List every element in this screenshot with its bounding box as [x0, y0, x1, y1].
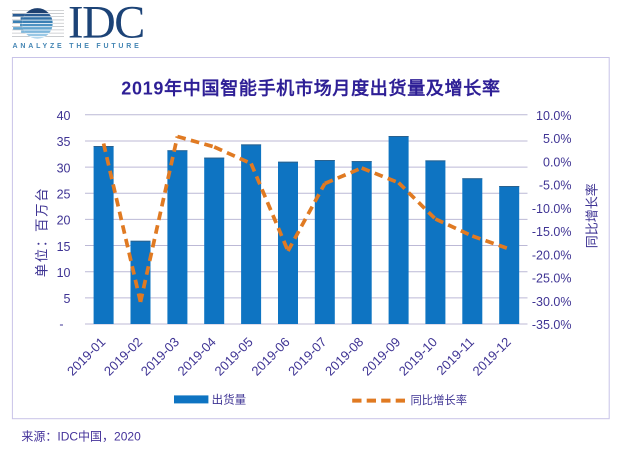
svg-text:-10.0%: -10.0% [532, 202, 572, 216]
svg-text:0.0%: 0.0% [543, 156, 572, 170]
svg-text:-25.0%: -25.0% [532, 272, 572, 286]
svg-text:10: 10 [57, 266, 71, 280]
svg-text:同比增长率: 同比增长率 [585, 183, 600, 248]
svg-text:-30.0%: -30.0% [532, 295, 572, 309]
svg-text:-35.0%: -35.0% [532, 318, 572, 332]
svg-text:IDC: IDC [68, 0, 144, 49]
svg-text:40: 40 [57, 109, 71, 123]
svg-text:ANALYZE THE FUTURE: ANALYZE THE FUTURE [13, 43, 142, 50]
svg-text:25: 25 [57, 187, 71, 201]
svg-text:20: 20 [57, 214, 71, 228]
svg-text:出货量: 出货量 [212, 392, 247, 406]
svg-text:来源：IDC中国，2020: 来源：IDC中国，2020 [21, 429, 141, 444]
svg-text:5.0%: 5.0% [543, 132, 572, 146]
svg-text:-15.0%: -15.0% [532, 225, 572, 239]
svg-text:-5.0%: -5.0% [539, 179, 572, 193]
svg-text:-: - [59, 318, 63, 332]
svg-text:-20.0%: -20.0% [532, 249, 572, 263]
svg-text:15: 15 [57, 240, 71, 254]
svg-text:10.0%: 10.0% [536, 109, 571, 123]
svg-text:单位：百万台: 单位：百万台 [35, 187, 50, 278]
svg-text:同比增长率: 同比增长率 [411, 393, 468, 407]
svg-text:5: 5 [64, 292, 71, 306]
svg-text:35: 35 [57, 135, 71, 149]
svg-text:30: 30 [57, 161, 71, 175]
svg-text:2019年中国智能手机市场月度出货量及增长率: 2019年中国智能手机市场月度出货量及增长率 [121, 78, 500, 99]
